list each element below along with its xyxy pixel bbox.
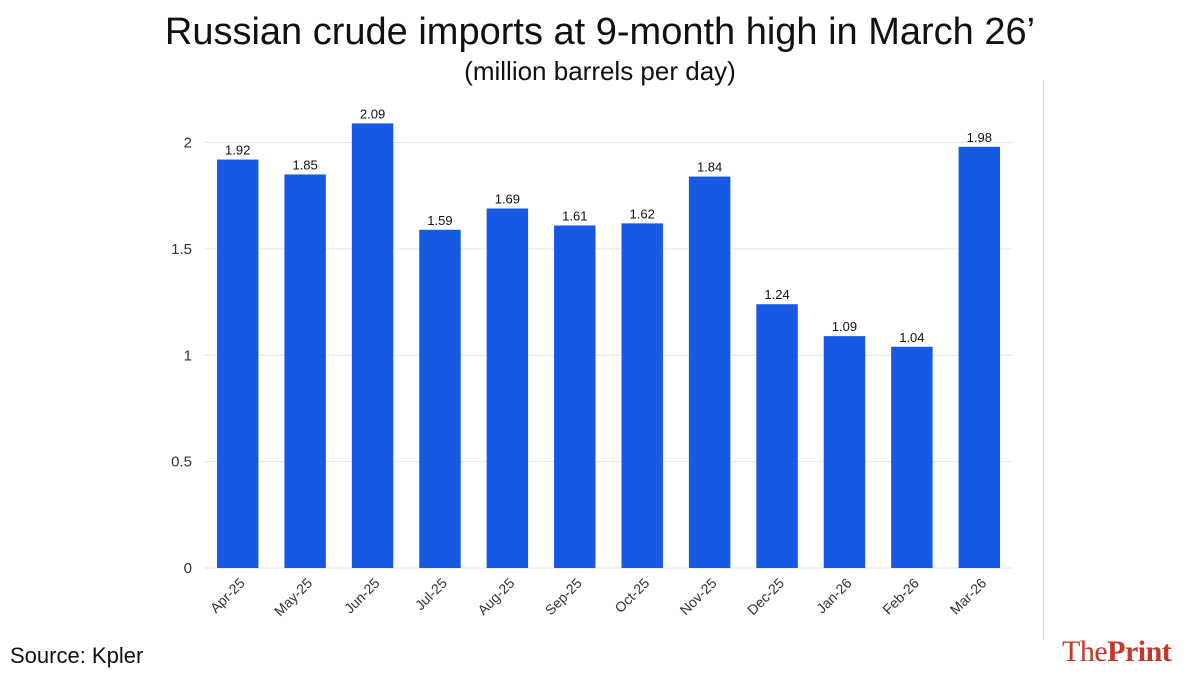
x-tick-label: Nov-25 [677, 575, 720, 618]
logo-part-print: Print [1107, 635, 1172, 668]
bar-value-label: 1.04 [899, 330, 924, 345]
bar-value-label: 1.69 [495, 191, 520, 206]
y-tick-label: 0 [184, 560, 192, 577]
y-axis-ticks: 0 0.5 1 1.5 2 [171, 135, 192, 577]
bar-value-label: 1.09 [832, 319, 857, 334]
x-axis-ticks: Apr-25 May-25 Jun-25 Jul-25 Aug-25 Sep-25 Oct-… [207, 575, 990, 619]
bar-value-label: 1.98 [967, 130, 992, 145]
logo-part-the: The [1062, 635, 1108, 668]
x-tick-label: Sep-25 [542, 575, 585, 618]
bars [216, 123, 1001, 569]
bar-value-label: 1.84 [697, 160, 722, 175]
x-tick-label: Aug-25 [474, 575, 517, 618]
chart-title: Russian crude imports at 9-month high in… [164, 11, 1036, 53]
bar-value-labels: 1.92 1.85 2.09 1.59 1.69 1.61 1.62 1.84 1.24 1.09… [225, 106, 992, 344]
bar-value-label: 2.09 [360, 106, 385, 121]
source-note: Source: Kpler [10, 643, 144, 668]
x-tick-label: Jan-26 [813, 575, 855, 617]
x-tick-label: Feb-26 [879, 575, 922, 618]
y-tick-label: 1 [184, 347, 192, 364]
x-tick-label: Dec-25 [744, 575, 787, 618]
x-tick-label: Apr-25 [207, 575, 248, 616]
y-tick-label: 0.5 [171, 454, 192, 471]
bar [419, 229, 461, 568]
x-tick-label: Jul-25 [412, 575, 450, 613]
gridlines [204, 142, 1013, 569]
y-tick-label: 1.5 [171, 241, 192, 258]
x-tick-label: May-25 [271, 575, 315, 619]
x-tick-label: Jun-25 [341, 575, 383, 617]
bar-value-label: 1.61 [562, 209, 587, 224]
bar-value-label: 1.92 [225, 143, 250, 158]
theprint-logo: ThePrint [1062, 634, 1172, 670]
x-tick-label: Oct-25 [611, 575, 652, 616]
bar-value-label: 1.85 [292, 157, 317, 172]
bar [284, 174, 326, 569]
bar [688, 176, 731, 568]
bar [486, 208, 529, 568]
bar-value-label: 1.62 [630, 206, 655, 221]
bar-value-label: 1.24 [764, 287, 789, 302]
bar [891, 346, 933, 568]
chart-subtitle: (million barrels per day) [464, 56, 736, 86]
x-tick-label: Mar-26 [947, 575, 990, 618]
right-divider [1043, 80, 1044, 640]
bar [554, 225, 596, 568]
bar [216, 159, 259, 568]
y-tick-label: 2 [184, 135, 192, 152]
bar-value-label: 1.59 [427, 213, 452, 228]
bar [351, 123, 394, 569]
bar [958, 146, 1001, 569]
bar [621, 223, 663, 568]
bar [756, 304, 798, 568]
bar [823, 336, 866, 568]
